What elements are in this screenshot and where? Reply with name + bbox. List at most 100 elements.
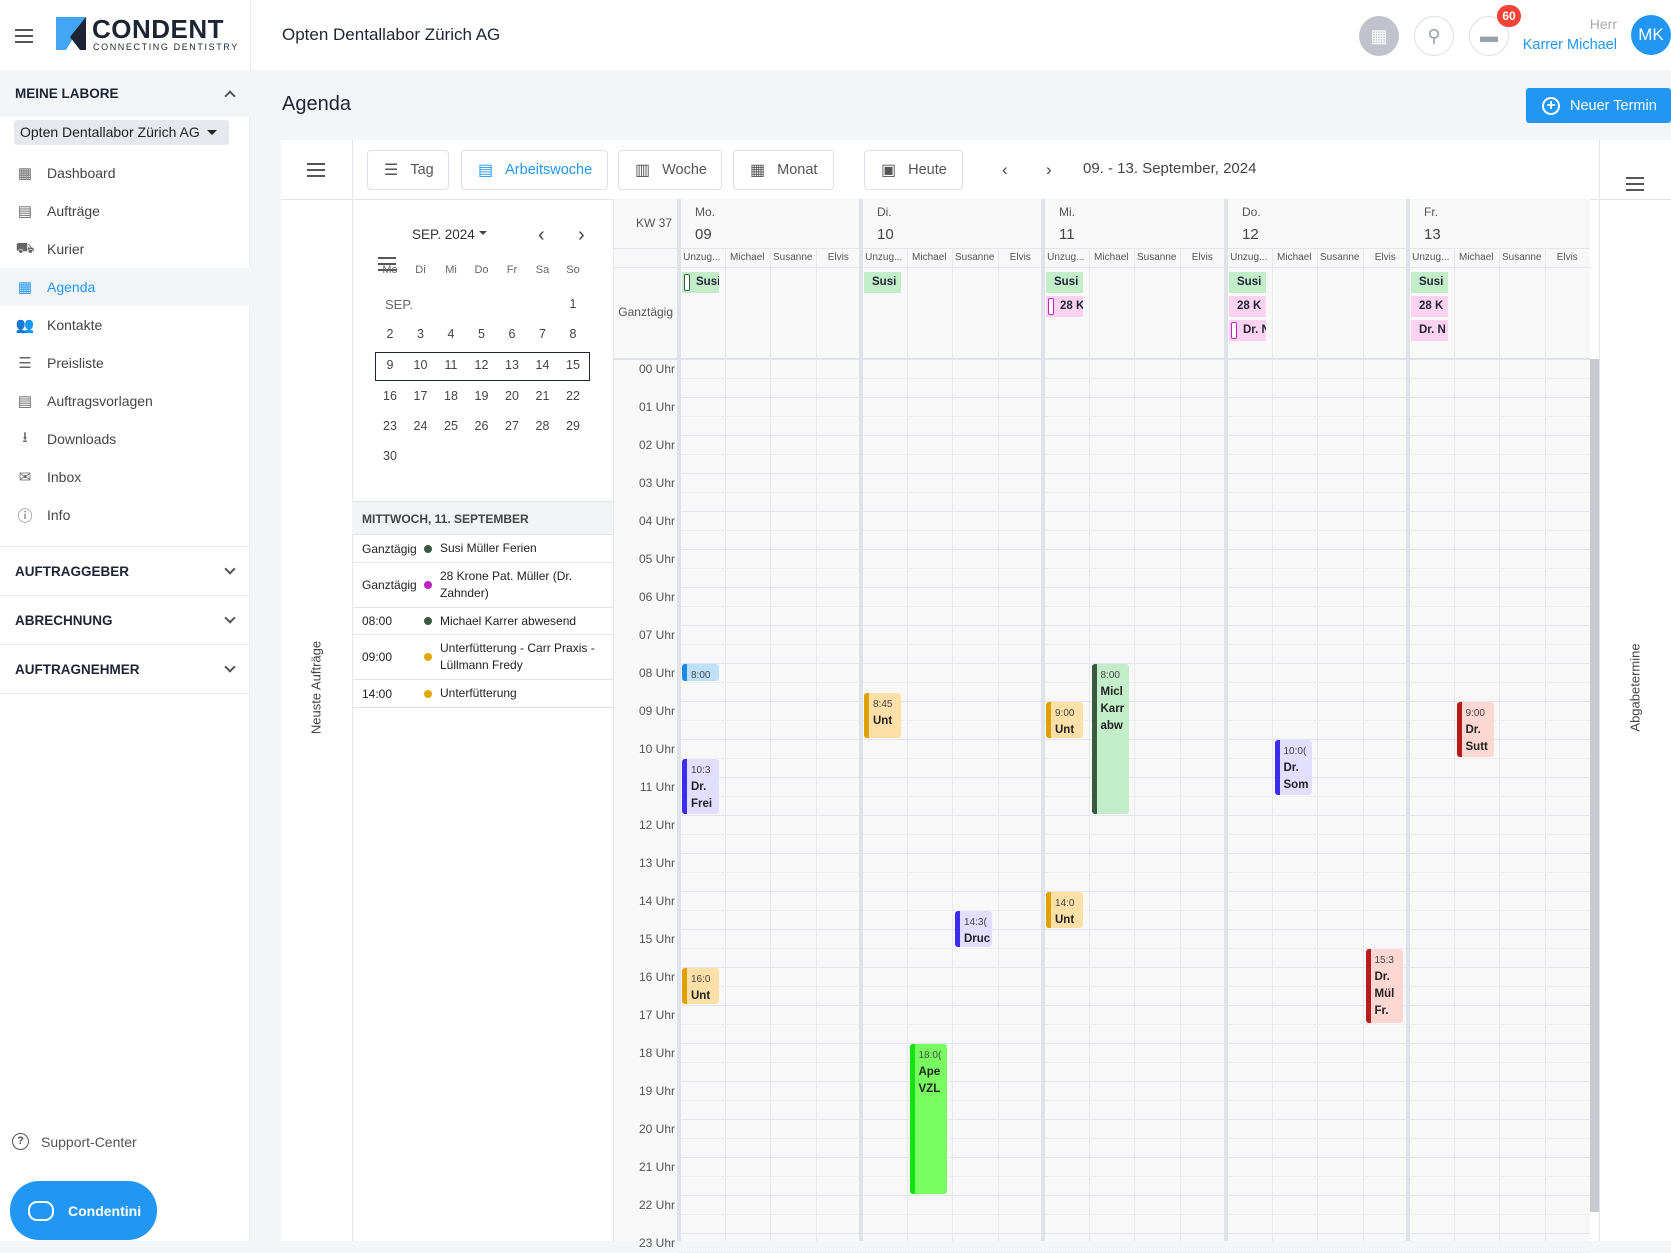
condentini-chat-button[interactable]: Condentini: [10, 1181, 157, 1240]
all-day-event[interactable]: Susi: [1229, 272, 1266, 293]
view-monat-button[interactable]: ▦ Monat: [733, 150, 834, 190]
mini-calendar-day[interactable]: 18: [444, 389, 458, 403]
calendar-event[interactable]: 9:00 Dr. Sutt: [1456, 702, 1494, 757]
mini-calendar-day[interactable]: 11: [444, 358, 458, 372]
all-day-event[interactable]: Susi: [1046, 272, 1083, 293]
sidebar-item-kurier[interactable]: ⛟ Kurier: [0, 230, 250, 268]
day-list-item[interactable]: Ganztägig Susi Müller Ferien: [352, 535, 613, 563]
mini-calendar-menu-icon[interactable]: [378, 257, 396, 271]
search-button[interactable]: ⚲: [1414, 16, 1454, 56]
mini-calendar-day[interactable]: 5: [478, 327, 485, 341]
sidebar-item-kontakte[interactable]: 👥 Kontakte: [0, 306, 250, 344]
today-button[interactable]: ▣ Heute: [864, 150, 963, 190]
day-date[interactable]: 11: [1059, 226, 1075, 243]
mini-calendar-month-select[interactable]: SEP. 2024: [412, 227, 487, 242]
day-list-item[interactable]: Ganztägig 28 Krone Pat. Müller (Dr. Zahnd…: [352, 563, 613, 608]
calendar-event[interactable]: 10:0(Dr. Som: [1274, 740, 1312, 795]
day-list-item[interactable]: 14:00 Unterfütterung: [352, 680, 613, 708]
user-name[interactable]: Karrer Michael: [1522, 37, 1617, 53]
mini-calendar-day[interactable]: 20: [505, 389, 519, 403]
prev-week-button[interactable]: ‹: [1002, 160, 1008, 179]
day-date[interactable]: 13: [1424, 226, 1441, 243]
calendar-event[interactable]: 16:0 Unt: [682, 968, 719, 1004]
next-week-button[interactable]: ›: [1046, 160, 1052, 179]
calendar-event[interactable]: 10:3 Dr. Frei: [682, 759, 719, 814]
qr-code-button[interactable]: ▦: [1359, 16, 1399, 56]
mini-calendar-day[interactable]: 17: [413, 389, 428, 403]
calendar-event[interactable]: 18:0(Ape VZL: [909, 1044, 947, 1194]
new-appointment-button[interactable]: + Neuer Termin: [1526, 88, 1671, 123]
sidebar-item-auftragsvorlagen[interactable]: ▤ Auftragsvorlagen: [0, 382, 250, 420]
all-day-event[interactable]: Susi: [1411, 272, 1448, 293]
mini-calendar-day[interactable]: 16: [383, 389, 397, 403]
mini-calendar-day[interactable]: 25: [444, 419, 458, 433]
mini-calendar-day[interactable]: 12: [474, 358, 489, 372]
mini-calendar-day[interactable]: 15: [566, 358, 580, 372]
calendar-event[interactable]: 14:0 Unt: [1046, 892, 1083, 928]
mini-calendar-day[interactable]: 23: [383, 419, 397, 433]
sidebar-item-info[interactable]: ⓘ Info: [0, 496, 250, 534]
sidebar-item-inbox[interactable]: ✉ Inbox: [0, 458, 250, 496]
sidebar-item-downloads[interactable]: ⭳ Downloads: [0, 420, 250, 458]
mini-calendar-day[interactable]: 28: [535, 419, 550, 433]
mini-calendar-day[interactable]: 29: [566, 419, 580, 433]
all-day-event[interactable]: Susi: [682, 272, 719, 293]
day-list-item[interactable]: 08:00 Michael Karrer abwesend: [352, 608, 613, 635]
day-date[interactable]: 12: [1242, 226, 1259, 243]
calendar-event[interactable]: 8:00 Micl Karr abw: [1091, 664, 1129, 814]
all-day-event[interactable]: Dr. N: [1411, 320, 1448, 341]
mini-calendar-day[interactable]: 26: [474, 419, 489, 433]
mini-calendar-day[interactable]: 6: [508, 327, 516, 341]
section-auftraggeber[interactable]: AUFTRAGGEBER: [0, 547, 250, 596]
sidebar-item-agenda[interactable]: ▦ Agenda: [0, 268, 250, 306]
right-panel-toggle-icon[interactable]: [1626, 177, 1644, 191]
day-date[interactable]: 10: [877, 226, 894, 243]
view-woche-button[interactable]: ▥ Woche: [618, 150, 722, 190]
sidebar-item-dashboard[interactable]: ▦ Dashboard: [0, 154, 250, 192]
avatar[interactable]: MK: [1631, 15, 1671, 55]
mini-calendar-day[interactable]: 3: [417, 327, 424, 341]
mini-calendar-day[interactable]: 14: [535, 358, 550, 372]
day-date[interactable]: 09: [695, 226, 712, 243]
calendar-event[interactable]: 9:00 Unt: [1046, 702, 1083, 738]
mini-calendar-day[interactable]: 7: [539, 327, 546, 341]
day-list-item[interactable]: 09:00 Unterfütterung - Carr Praxis - Lüll…: [352, 635, 613, 680]
menu-icon[interactable]: [15, 29, 33, 43]
mini-calendar-day[interactable]: 1: [569, 297, 577, 311]
calendar-event[interactable]: 8:45 Unt: [864, 692, 901, 738]
section-meine-labore[interactable]: MEINE LABORE: [0, 70, 250, 117]
sidebar-item-preisliste[interactable]: ☰ Preisliste: [0, 344, 250, 382]
mini-calendar-day[interactable]: 27: [505, 419, 519, 433]
mini-calendar-day[interactable]: 10: [413, 358, 428, 372]
mini-next-month-button[interactable]: ›: [578, 224, 585, 246]
due-dates-label[interactable]: Abgabetermine: [1627, 643, 1643, 732]
all-day-event[interactable]: 28 K: [1046, 296, 1083, 317]
all-day-event[interactable]: 28 K: [1411, 296, 1448, 317]
view-tag-button[interactable]: ☰ Tag: [367, 150, 449, 190]
mini-calendar-day[interactable]: 22: [566, 389, 580, 403]
mini-calendar-day[interactable]: 9: [386, 358, 394, 372]
section-auftragnehmer[interactable]: AUFTRAGNEHMER: [0, 645, 250, 694]
view-arbeitswoche-button[interactable]: ▤ Arbeitswoche: [461, 150, 608, 190]
lab-select[interactable]: Opten Dentallabor Zürich AG: [14, 120, 229, 145]
left-panel-toggle-icon[interactable]: [307, 163, 325, 177]
mini-calendar-day[interactable]: 30: [383, 449, 397, 463]
recent-orders-label[interactable]: Neuste Aufträge: [308, 640, 324, 735]
calendar-event[interactable]: 15:3 Dr. Mül Fr.: [1365, 949, 1403, 1023]
all-day-event[interactable]: Dr. N: [1229, 320, 1266, 341]
scrollbar[interactable]: [1590, 359, 1599, 1212]
mini-calendar-day[interactable]: 8: [569, 327, 577, 341]
mini-calendar-day[interactable]: 4: [447, 327, 455, 341]
mini-calendar-day[interactable]: 2: [386, 327, 394, 341]
support-center-link[interactable]: ? Support-Center: [12, 1133, 137, 1150]
calendar-event[interactable]: 8:00: [682, 664, 719, 681]
mini-calendar-day[interactable]: 24: [413, 419, 428, 433]
mini-calendar-day[interactable]: 21: [535, 389, 550, 403]
all-day-event[interactable]: Susi: [864, 272, 901, 293]
section-abrechnung[interactable]: ABRECHNUNG: [0, 596, 250, 645]
mini-prev-month-button[interactable]: ‹: [538, 224, 545, 246]
sidebar-item-aufträge[interactable]: ▤ Aufträge: [0, 192, 250, 230]
calendar-event[interactable]: 14:3(Druc: [955, 911, 992, 947]
mini-calendar-day[interactable]: 13: [505, 358, 519, 372]
all-day-event[interactable]: 28 K: [1229, 296, 1266, 317]
